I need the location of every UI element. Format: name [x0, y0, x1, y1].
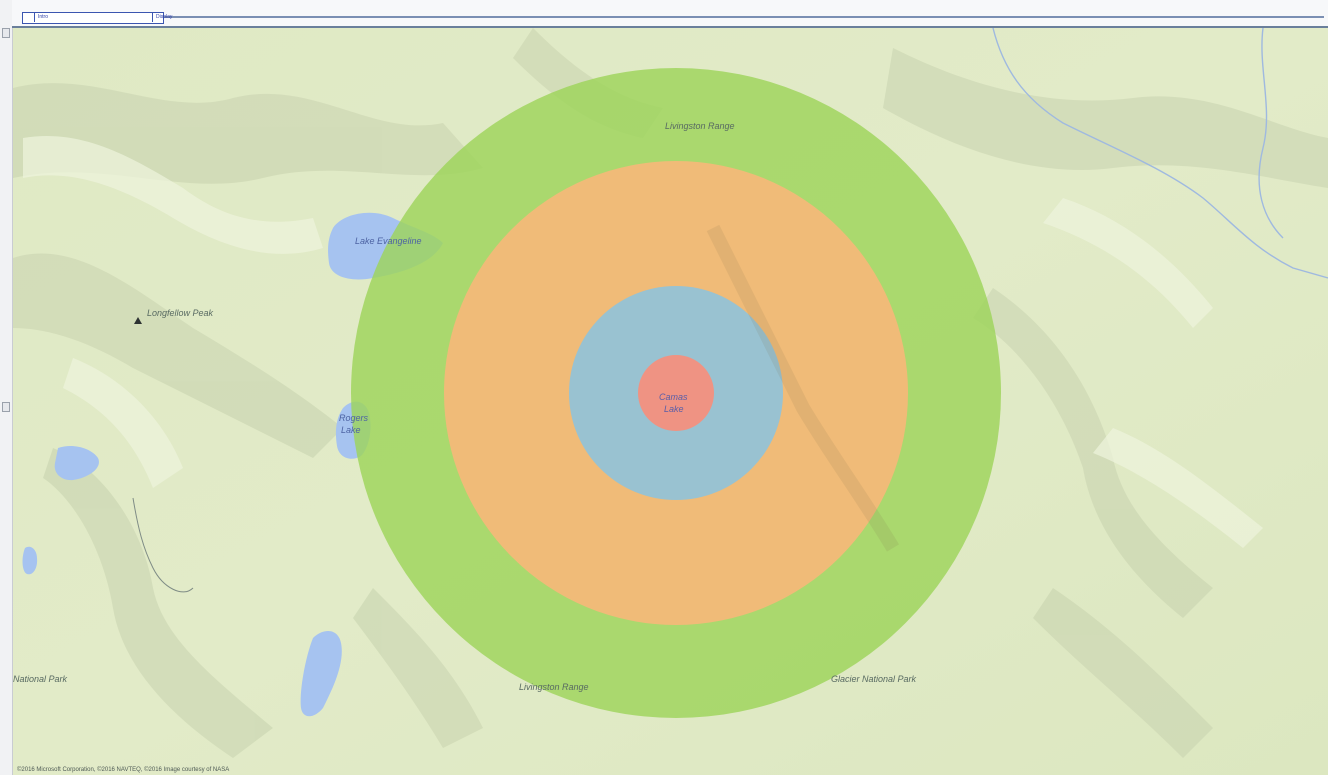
ridge-overlay	[706, 224, 900, 552]
gutter-mark-middle[interactable]	[2, 402, 10, 412]
label-peak: Longfellow Peak	[147, 308, 214, 318]
rivers	[132, 28, 1328, 593]
label-lake-evangeline: Lake Evangeline	[355, 236, 422, 246]
toolbar-tab-display[interactable]: Display	[152, 12, 175, 22]
label-park-west: National Park	[13, 674, 68, 684]
toolbar-tab-group	[22, 12, 164, 24]
peak-triangle-icon	[134, 317, 142, 324]
label-lake-rogers-1: Rogers	[339, 413, 369, 423]
label-lake-rogers-2: Lake	[341, 425, 361, 435]
label-range-north: Livingston Range	[665, 121, 735, 131]
creek-west	[132, 497, 194, 593]
buffer-rings	[351, 68, 1001, 718]
map-view[interactable]: Livingston Range Lake Evangeline Longfel…	[13, 28, 1328, 775]
toolbar-strip: Intro Display	[12, 0, 1328, 28]
river-northeast	[1258, 28, 1284, 239]
terrain-highlights	[23, 136, 1263, 548]
pond-west	[22, 546, 38, 575]
lake-west	[54, 446, 99, 481]
gutter-mark-top[interactable]	[2, 28, 10, 38]
river-east	[992, 28, 1328, 279]
label-range-south: Livingston Range	[519, 682, 589, 692]
label-center-2: Lake	[664, 404, 684, 414]
ring-inner[interactable]	[638, 355, 714, 431]
map-copyright: ©2016 Microsoft Corporation, ©2016 NAVTE…	[17, 767, 230, 773]
toolbar-tab-intro[interactable]: Intro	[34, 12, 51, 22]
toolbar-divider	[24, 16, 1324, 18]
label-park-east: Glacier National Park	[831, 674, 917, 684]
label-center-1: Camas	[659, 392, 688, 402]
map-terrain	[13, 28, 1328, 775]
lake-south	[300, 631, 342, 717]
left-gutter	[0, 0, 13, 775]
